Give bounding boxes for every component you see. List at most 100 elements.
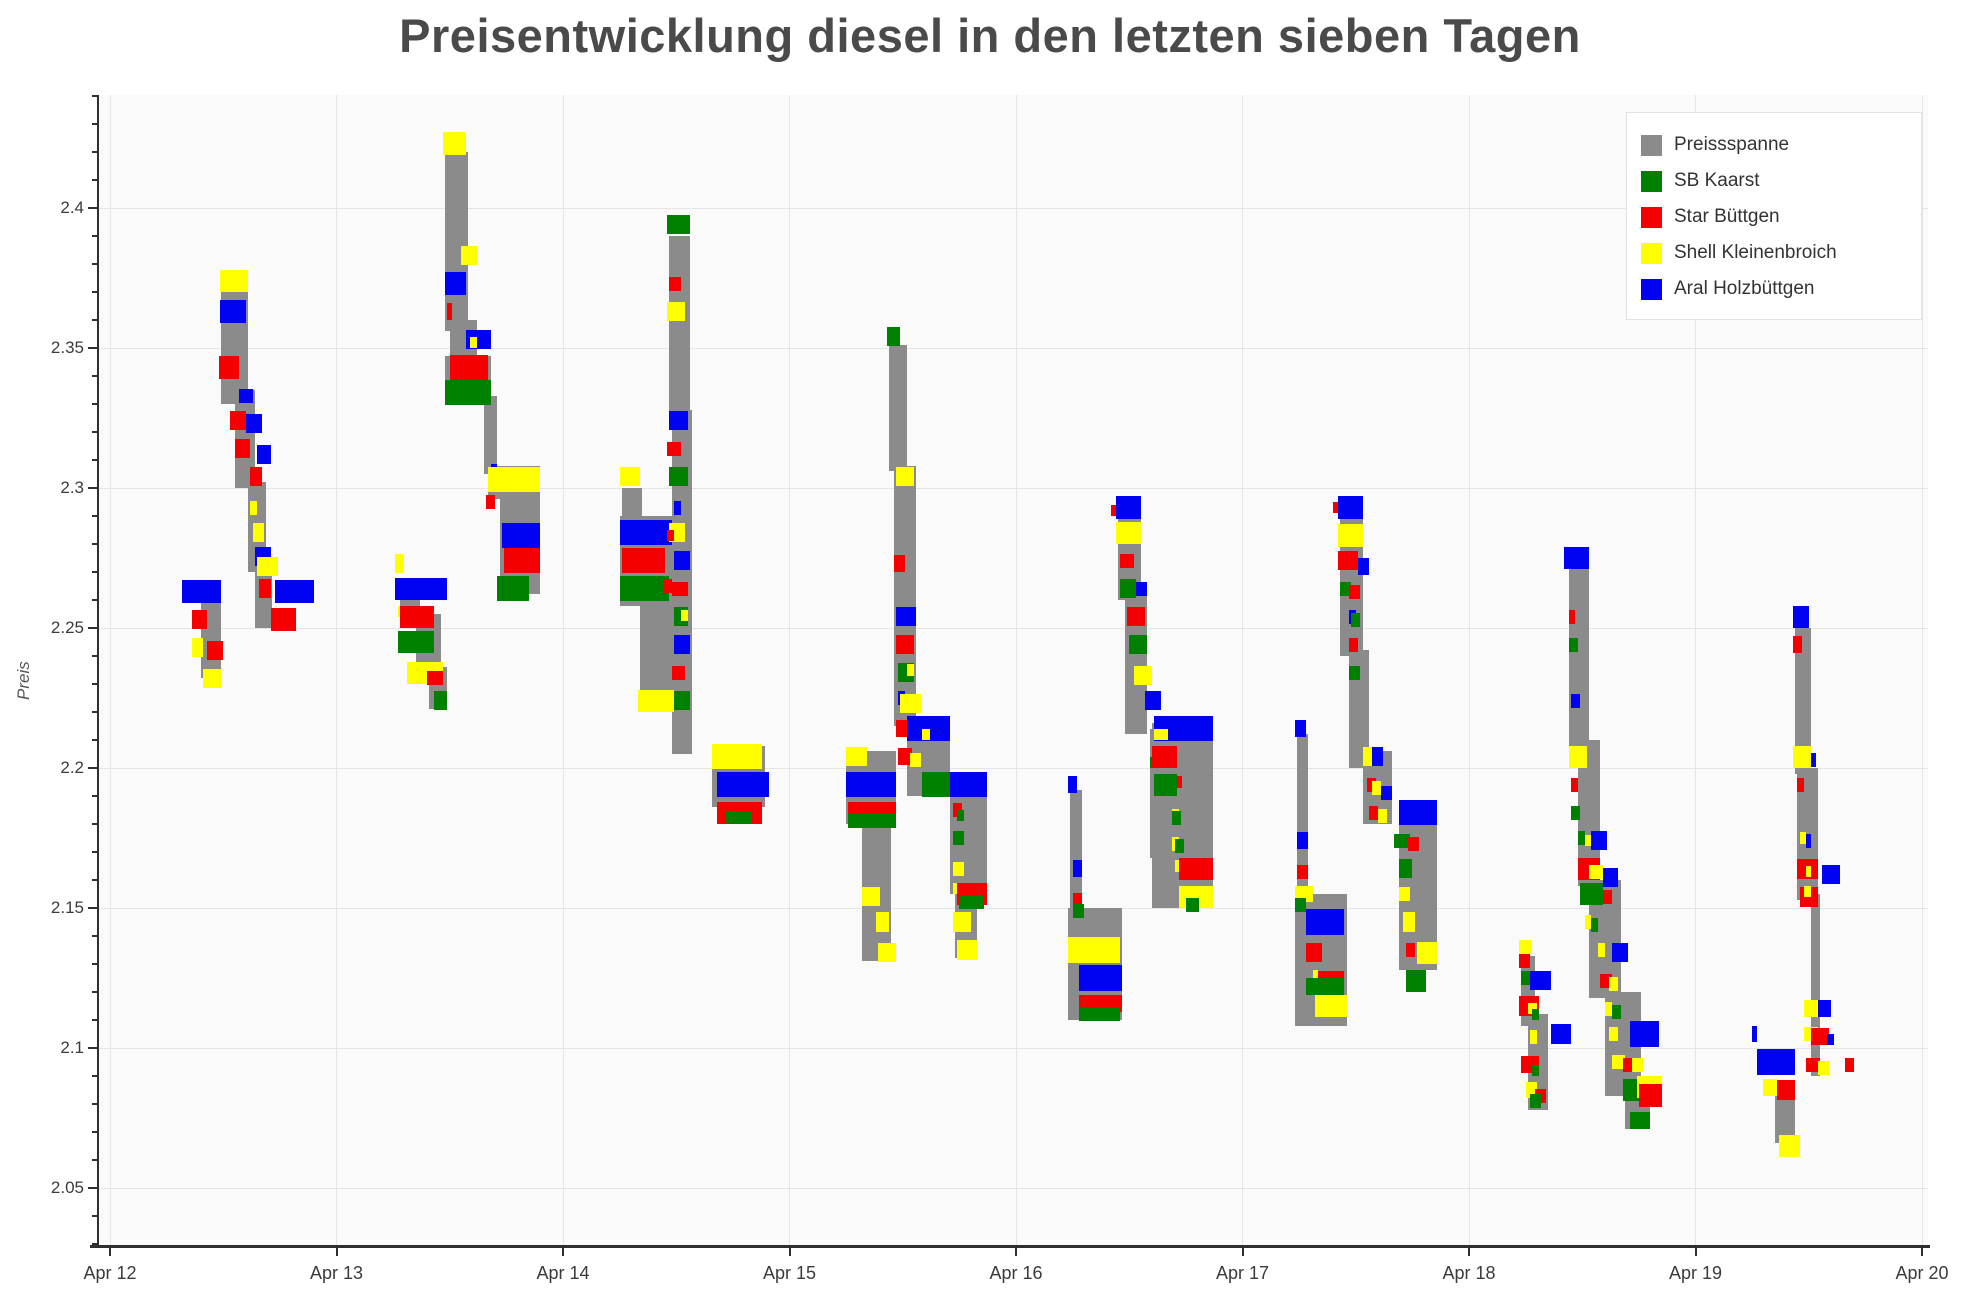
price-mark-aral-holzbuettgen[interactable] <box>501 523 541 549</box>
legend-item-preissspanne[interactable]: Preissspanne <box>1641 127 1903 163</box>
price-mark-sb-kaarst[interactable] <box>1174 839 1184 854</box>
price-mark-shell-kleinenbroich[interactable] <box>1312 969 1318 981</box>
price-mark-star-buettgen[interactable] <box>1638 1084 1662 1107</box>
price-mark-star-buettgen[interactable] <box>893 555 905 572</box>
price-mark-star-buettgen[interactable] <box>259 579 271 599</box>
price-mark-aral-holzbuettgen[interactable] <box>395 577 448 600</box>
price-mark-star-buettgen[interactable] <box>1176 776 1182 788</box>
price-mark-star-buettgen[interactable] <box>1305 943 1322 963</box>
price-mark-shell-kleinenbroich[interactable] <box>846 747 867 767</box>
price-mark-aral-holzbuettgen[interactable] <box>220 300 246 323</box>
price-mark-sb-kaarst[interactable] <box>1521 971 1533 985</box>
price-mark-sb-kaarst[interactable] <box>1185 898 1200 913</box>
price-mark-shell-kleinenbroich[interactable] <box>1133 666 1152 686</box>
price-mark-aral-holzbuettgen[interactable] <box>673 500 681 515</box>
price-mark-star-buettgen[interactable] <box>1405 943 1415 957</box>
price-mark-sb-kaarst[interactable] <box>1623 1078 1639 1102</box>
price-mark-star-buettgen[interactable] <box>1623 1057 1633 1072</box>
price-mark-star-buettgen[interactable] <box>895 635 915 655</box>
price-range-bar[interactable] <box>1568 569 1590 746</box>
price-mark-aral-holzbuettgen[interactable] <box>1570 693 1580 708</box>
price-mark-sb-kaarst[interactable] <box>433 691 448 711</box>
price-mark-star-buettgen[interactable] <box>504 548 541 574</box>
price-range-bar[interactable] <box>1070 790 1082 914</box>
price-mark-sb-kaarst[interactable] <box>619 576 670 602</box>
price-mark-star-buettgen[interactable] <box>250 467 262 487</box>
price-mark-star-buettgen[interactable] <box>1111 504 1118 516</box>
price-mark-shell-kleinenbroich[interactable] <box>1115 521 1141 544</box>
price-mark-sb-kaarst[interactable] <box>445 380 491 406</box>
price-mark-star-buettgen[interactable] <box>621 548 665 574</box>
price-mark-aral-holzbuettgen[interactable] <box>1068 776 1078 794</box>
price-mark-aral-holzbuettgen[interactable] <box>1611 943 1628 963</box>
price-mark-shell-kleinenbroich[interactable] <box>202 668 221 688</box>
price-mark-sb-kaarst[interactable] <box>922 772 951 798</box>
price-mark-star-buettgen[interactable] <box>671 665 686 680</box>
price-mark-shell-kleinenbroich[interactable] <box>952 861 964 876</box>
price-mark-shell-kleinenbroich[interactable] <box>667 302 686 322</box>
price-mark-shell-kleinenbroich[interactable] <box>1378 808 1388 823</box>
price-mark-sb-kaarst[interactable] <box>1348 665 1361 680</box>
price-mark-shell-kleinenbroich[interactable] <box>712 744 763 770</box>
price-mark-aral-holzbuettgen[interactable] <box>1294 720 1306 738</box>
price-mark-aral-holzbuettgen[interactable] <box>619 520 672 546</box>
price-mark-shell-kleinenbroich[interactable] <box>637 689 674 712</box>
price-mark-aral-holzbuettgen[interactable] <box>239 388 253 403</box>
price-mark-star-buettgen[interactable] <box>1570 777 1578 792</box>
price-mark-star-buettgen[interactable] <box>1333 502 1340 514</box>
price-mark-star-buettgen[interactable] <box>1126 607 1146 627</box>
price-mark-shell-kleinenbroich[interactable] <box>1792 745 1811 768</box>
price-mark-sb-kaarst[interactable] <box>1570 805 1580 820</box>
price-mark-star-buettgen[interactable] <box>667 530 674 542</box>
price-mark-shell-kleinenbroich[interactable] <box>1568 745 1587 768</box>
price-mark-aral-holzbuettgen[interactable] <box>1296 832 1309 850</box>
price-mark-shell-kleinenbroich[interactable] <box>1799 832 1807 844</box>
price-mark-aral-holzbuettgen[interactable] <box>1337 496 1363 519</box>
price-mark-shell-kleinenbroich[interactable] <box>1314 994 1347 1018</box>
price-mark-sb-kaarst[interactable] <box>667 215 690 235</box>
price-mark-shell-kleinenbroich[interactable] <box>488 467 541 493</box>
price-mark-star-buettgen[interactable] <box>1600 973 1612 988</box>
price-mark-shell-kleinenbroich[interactable] <box>220 269 249 292</box>
price-mark-shell-kleinenbroich[interactable] <box>1584 915 1592 929</box>
price-mark-shell-kleinenbroich[interactable] <box>257 556 278 576</box>
price-mark-shell-kleinenbroich[interactable] <box>1763 1078 1778 1096</box>
price-mark-shell-kleinenbroich[interactable] <box>861 887 881 907</box>
price-mark-sb-kaarst[interactable] <box>1579 882 1603 906</box>
price-mark-sb-kaarst[interactable] <box>1532 1008 1540 1020</box>
price-mark-aral-holzbuettgen[interactable] <box>1822 864 1841 885</box>
price-mark-sb-kaarst[interactable] <box>1398 859 1413 879</box>
price-mark-aral-holzbuettgen[interactable] <box>1380 786 1392 801</box>
price-mark-aral-holzbuettgen[interactable] <box>1305 909 1345 935</box>
price-mark-aral-holzbuettgen[interactable] <box>1591 831 1608 851</box>
price-mark-star-buettgen[interactable] <box>1811 1028 1830 1046</box>
price-mark-shell-kleinenbroich[interactable] <box>1530 1029 1537 1044</box>
price-mark-star-buettgen[interactable] <box>234 439 251 459</box>
price-mark-star-buettgen[interactable] <box>1367 777 1377 792</box>
price-range-bar[interactable] <box>1124 594 1148 735</box>
price-mark-aral-holzbuettgen[interactable] <box>1079 965 1123 991</box>
price-range-bar[interactable] <box>893 465 917 726</box>
price-range-bar[interactable] <box>1811 894 1821 1076</box>
legend-item-star-b-ttgen[interactable]: Star Büttgen <box>1641 199 1903 235</box>
price-mark-shell-kleinenbroich[interactable] <box>1804 885 1811 897</box>
price-mark-star-buettgen[interactable] <box>895 720 908 738</box>
price-mark-aral-holzbuettgen[interactable] <box>669 411 688 431</box>
price-mark-shell-kleinenbroich[interactable] <box>907 664 915 676</box>
price-mark-sb-kaarst[interactable] <box>669 467 688 487</box>
price-mark-sb-kaarst[interactable] <box>1294 898 1306 913</box>
price-mark-shell-kleinenbroich[interactable] <box>680 609 688 621</box>
price-mark-sb-kaarst[interactable] <box>1079 1007 1121 1022</box>
price-range-bar[interactable] <box>889 345 908 472</box>
price-mark-sb-kaarst[interactable] <box>1577 831 1585 845</box>
price-mark-aral-holzbuettgen[interactable] <box>182 580 221 603</box>
price-range-bar[interactable] <box>483 395 498 474</box>
price-mark-star-buettgen[interactable] <box>449 355 489 381</box>
price-mark-aral-holzbuettgen[interactable] <box>1564 546 1590 570</box>
price-mark-star-buettgen[interactable] <box>1602 889 1612 904</box>
price-mark-star-buettgen[interactable] <box>898 748 912 766</box>
price-mark-shell-kleinenbroich[interactable] <box>957 940 978 960</box>
price-mark-shell-kleinenbroich[interactable] <box>1403 912 1415 932</box>
price-mark-shell-kleinenbroich[interactable] <box>250 500 258 515</box>
price-mark-star-buettgen[interactable] <box>1806 1057 1821 1072</box>
